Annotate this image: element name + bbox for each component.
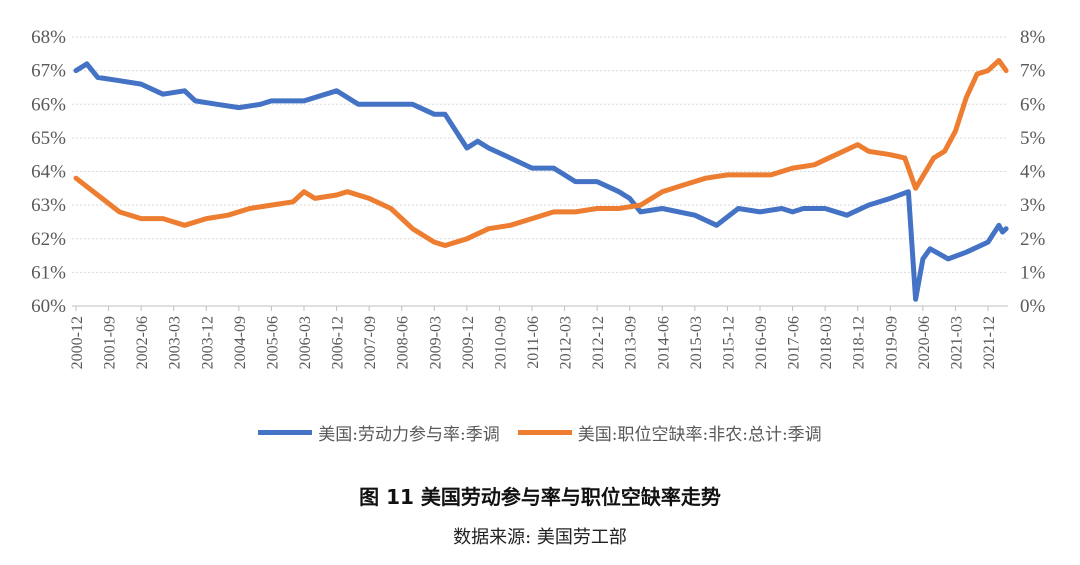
x-tick-label: 2000-12: [69, 316, 86, 369]
x-tick-label: 2009-03: [427, 316, 444, 369]
x-tick-label: 2018-03: [818, 316, 835, 369]
y-right-tick-label: 5%: [1020, 128, 1046, 149]
y-right-tick-label: 1%: [1020, 262, 1046, 283]
x-tick-label: 2005-06: [264, 316, 281, 369]
x-tick-label: 2011-06: [525, 316, 542, 369]
x-tick-label: 2012-03: [558, 316, 575, 369]
x-tick-label: 2009-12: [460, 316, 477, 369]
x-tick-label: 2007-09: [362, 316, 379, 369]
y-left-tick-label: 64%: [31, 162, 66, 183]
legend-item-lfpr: 美国:劳动力参与率:季调: [258, 420, 500, 445]
y-right-tick-label: 2%: [1020, 229, 1046, 250]
x-tick-label: 2021-03: [948, 316, 965, 369]
y-left-tick-label: 65%: [31, 128, 66, 149]
x-tick-label: 2012-12: [590, 316, 607, 369]
x-tick-label: 2014-06: [655, 316, 672, 369]
legend-label: 美国:劳动力参与率:季调: [318, 425, 500, 445]
y-right-tick-label: 6%: [1020, 94, 1046, 115]
x-tick-label: 2002-06: [134, 316, 151, 369]
legend-swatch-orange: [517, 430, 572, 435]
y-left-tick-label: 60%: [31, 296, 66, 317]
x-tick-label: 2001-09: [102, 316, 119, 369]
series-line-labor-participation: [73, 61, 1009, 302]
x-tick-label: 2006-03: [297, 316, 314, 369]
y-right-tick-label: 4%: [1020, 162, 1046, 183]
chart-source: 数据来源: 美国劳工部: [453, 527, 627, 548]
series-line-job-vacancy: [73, 58, 1009, 248]
y-left-tick-label: 61%: [31, 262, 66, 283]
legend-swatch-blue: [258, 430, 313, 435]
y-left-tick-label: 67%: [31, 61, 66, 82]
x-tick-label: 2018-12: [851, 316, 868, 369]
y-right-tick-label: 0%: [1020, 296, 1046, 317]
x-tick-label: 2003-03: [167, 316, 184, 369]
chart-title: 图 11 美国劳动参与率与职位空缺率走势: [359, 485, 721, 509]
y-right-tick-label: 7%: [1020, 61, 1046, 82]
y-right-tick-label: 8%: [1020, 27, 1046, 48]
x-tick-label: 2004-09: [232, 316, 249, 369]
x-tick-label: 2006-12: [330, 316, 347, 369]
y-left-tick-label: 66%: [31, 94, 66, 115]
y-right-tick-label: 3%: [1020, 195, 1046, 216]
y-left-tick-label: 63%: [31, 195, 66, 216]
dual-axis-line-chart: 60% 0% 61% 1% 62% 2% 63% 3% 64% 4% 65% 5% 66% 6% 67% 7%…: [31, 27, 1046, 369]
x-tick-label: 2019-09: [883, 316, 900, 369]
x-tick-label: 2013-09: [623, 316, 640, 369]
legend-item-vacancy: 美国:职位空缺率:非农:总计:季调: [517, 420, 822, 445]
y-left-tick-label: 62%: [31, 229, 66, 250]
x-tick-label: 2010-09: [492, 316, 509, 369]
x-tick-label: 2016-09: [753, 316, 770, 369]
x-tick-label: 2017-06: [786, 316, 803, 369]
x-tick-label: 2003-12: [199, 316, 216, 369]
x-tick-label: 2008-06: [395, 316, 412, 369]
x-tick-label: 2020-06: [916, 316, 933, 369]
x-tick-label: 2015-12: [720, 316, 737, 369]
x-tick-label: 2015-03: [688, 316, 705, 369]
y-left-tick-label: 68%: [31, 27, 66, 48]
legend: 美国:劳动力参与率:季调 美国:职位空缺率:非农:总计:季调: [0, 420, 1080, 445]
legend-label: 美国:职位空缺率:非农:总计:季调: [577, 425, 822, 445]
x-tick-label: 2021-12: [981, 316, 998, 369]
